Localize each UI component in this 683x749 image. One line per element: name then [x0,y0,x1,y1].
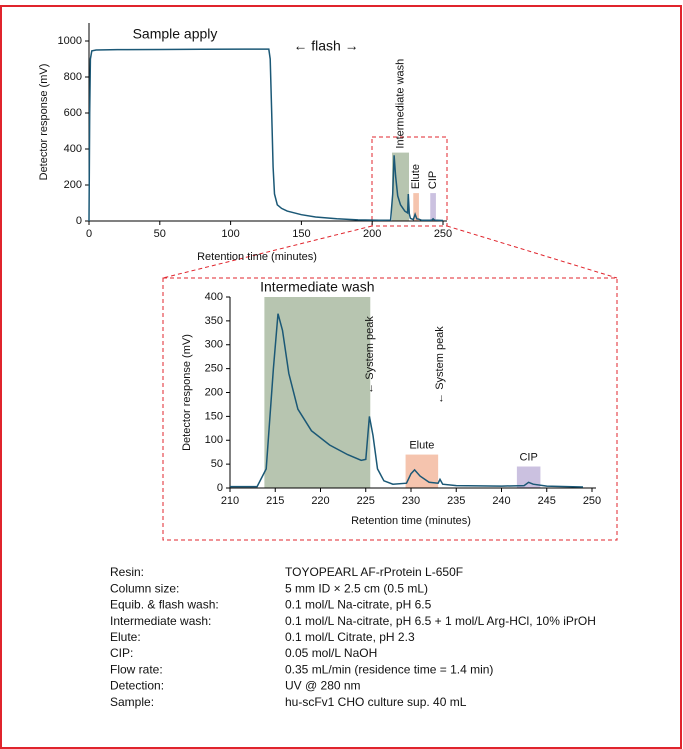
x-tick-label: 215 [266,495,284,507]
x-tick-label: 220 [311,495,329,507]
x-tick-label: 240 [492,495,510,507]
y-tick-label: 150 [205,410,223,422]
condition-label: Resin: [110,565,144,579]
condition-label: Detection: [110,679,164,693]
condition-value: hu-scFv1 CHO culture sup. 40 mL [285,695,467,709]
x-tick-label: 230 [402,495,420,507]
region-label: Intermediate wash [260,279,374,295]
annotation: Sample apply [133,26,218,42]
condition-label: Equib. & flash wash: [110,598,219,612]
annotation: ← System peak [364,316,376,394]
y-tick-label: 350 [205,315,223,327]
condition-value: 0.1 mol/L Na-citrate, pH 6.5 + 1 mol/L A… [285,614,596,628]
data-line [230,313,584,488]
figure-frame [0,5,682,749]
zoom-connector [162,225,373,279]
y-tick-label: 0 [76,215,82,227]
x-tick-label: 225 [357,495,375,507]
condition-value: 0.05 mol/L NaOH [285,646,377,660]
condition-label: Elute: [110,630,141,644]
condition-value: TOYOPEARL AF-rProtein L-650F [285,565,463,579]
inset-frame [162,277,618,541]
y-tick-label: 200 [205,386,223,398]
x-tick-label: 200 [363,228,381,240]
x-axis-label: Retention time (minutes) [197,251,317,263]
condition-value: UV @ 280 nm [285,679,361,693]
x-tick-label: 150 [292,228,310,240]
y-tick-label: 400 [205,291,223,303]
data-line [88,48,444,222]
y-tick-label: 300 [205,339,223,351]
y-axis-label: Detector response (mV) [38,64,50,181]
region-label: CIP [519,451,537,463]
y-tick-label: 1000 [58,35,82,47]
y-tick-label: 50 [211,458,223,470]
x-tick-label: 50 [154,228,166,240]
condition-value: 5 mm ID × 2.5 cm (0.5 mL) [285,581,428,595]
x-tick-label: 245 [538,495,556,507]
y-tick-label: 600 [64,107,82,119]
condition-value: 0.1 mol/L Citrate, pH 2.3 [285,630,415,644]
condition-label: Intermediate wash: [110,614,211,628]
x-tick-label: 250 [434,228,452,240]
condition-label: CIP: [110,646,133,660]
zoom-connector [446,225,618,279]
x-tick-label: 210 [221,495,239,507]
y-axis-label: Detector response (mV) [181,334,193,451]
x-axis-label: Retention time (minutes) [351,515,471,527]
condition-value: 0.35 mL/min (residence time = 1.4 min) [285,662,493,676]
y-tick-label: 800 [64,71,82,83]
shaded-region [430,193,436,221]
x-tick-label: 235 [447,495,465,507]
shaded-region [516,466,541,488]
shaded-region [413,193,419,221]
y-tick-label: 200 [64,179,82,191]
region-label: Elute [409,439,434,451]
y-tick-label: 100 [205,434,223,446]
region-label: Intermediate wash [394,59,406,149]
zoom-box [371,136,448,227]
y-tick-label: 0 [217,482,223,494]
region-label: Elute [410,164,422,189]
condition-label: Sample: [110,695,154,709]
y-tick-label: 250 [205,363,223,375]
y-tick-label: 400 [64,143,82,155]
condition-value: 0.1 mol/L Na-citrate, pH 6.5 [285,598,432,612]
annotation: ← System peak [434,326,446,404]
x-tick-label: 0 [86,228,92,240]
condition-label: Flow rate: [110,662,163,676]
condition-label: Column size: [110,581,179,595]
x-tick-label: 100 [221,228,239,240]
shaded-region [392,152,410,221]
x-tick-label: 250 [583,495,601,507]
shaded-region [264,297,371,488]
annotation: ← flash → [293,38,358,54]
region-label: CIP [427,171,439,189]
